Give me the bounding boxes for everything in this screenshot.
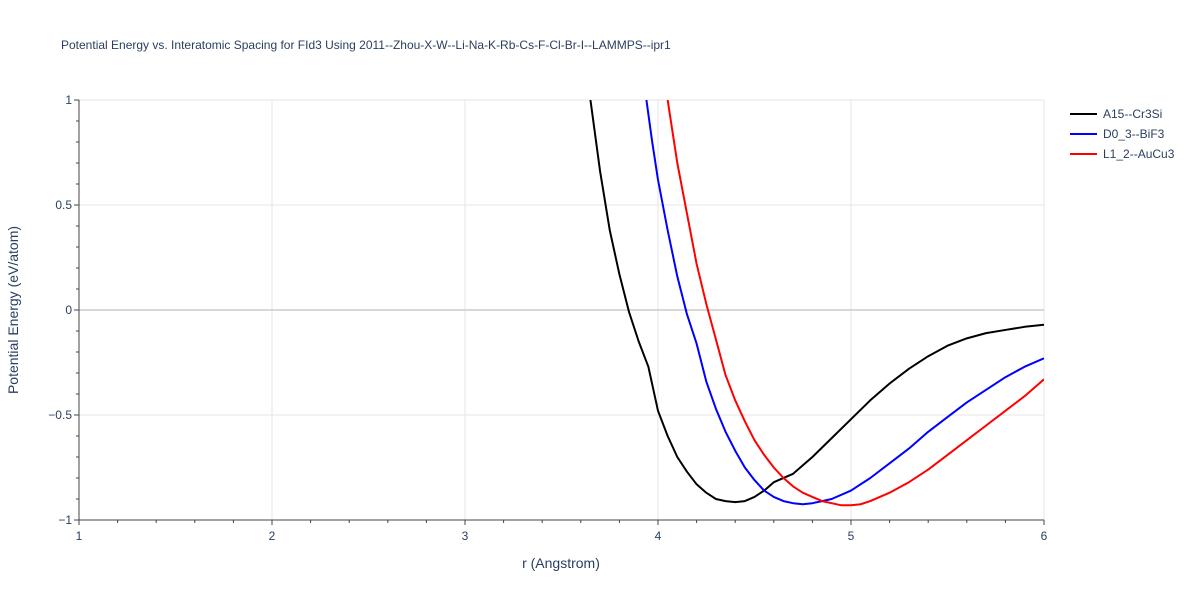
y-tick-label: 0 [65,303,72,317]
legend-label: A15--Cr3Si [1103,107,1162,121]
chart-title: Potential Energy vs. Interatomic Spacing… [61,38,671,52]
legend-label: D0_3--BiF3 [1103,127,1165,141]
legend-item[interactable]: L1_2--AuCu3 [1070,147,1175,161]
series-group [589,100,1044,507]
series-line-2 [666,100,1044,507]
y-tick-label: −1 [58,513,72,527]
x-tick-label: 4 [655,529,662,543]
legend-item[interactable]: A15--Cr3Si [1070,107,1162,121]
y-tick-label: −0.5 [48,408,72,422]
x-tick-label: 1 [76,529,83,543]
series-line-1 [645,100,1044,506]
series-line-0 [589,100,1044,504]
x-tick-label: 2 [269,529,276,543]
y-tick-label: 1 [65,93,72,107]
x-tick-label: 5 [848,529,855,543]
legend: A15--Cr3Si D0_3--BiF3 L1_2--AuCu3 [1070,107,1175,161]
x-tick-label: 3 [462,529,469,543]
legend-label: L1_2--AuCu3 [1103,147,1175,161]
y-ticks: −1 −0.5 0 0.5 1 [48,93,79,527]
x-axis-label: r (Angstrom) [522,555,600,571]
x-ticks: 1 2 3 4 5 6 [76,520,1048,543]
legend-item[interactable]: D0_3--BiF3 [1070,127,1165,141]
y-axis-label: Potential Energy (eV/atom) [5,226,21,394]
x-tick-label: 6 [1041,529,1048,543]
y-tick-label: 0.5 [55,198,72,212]
